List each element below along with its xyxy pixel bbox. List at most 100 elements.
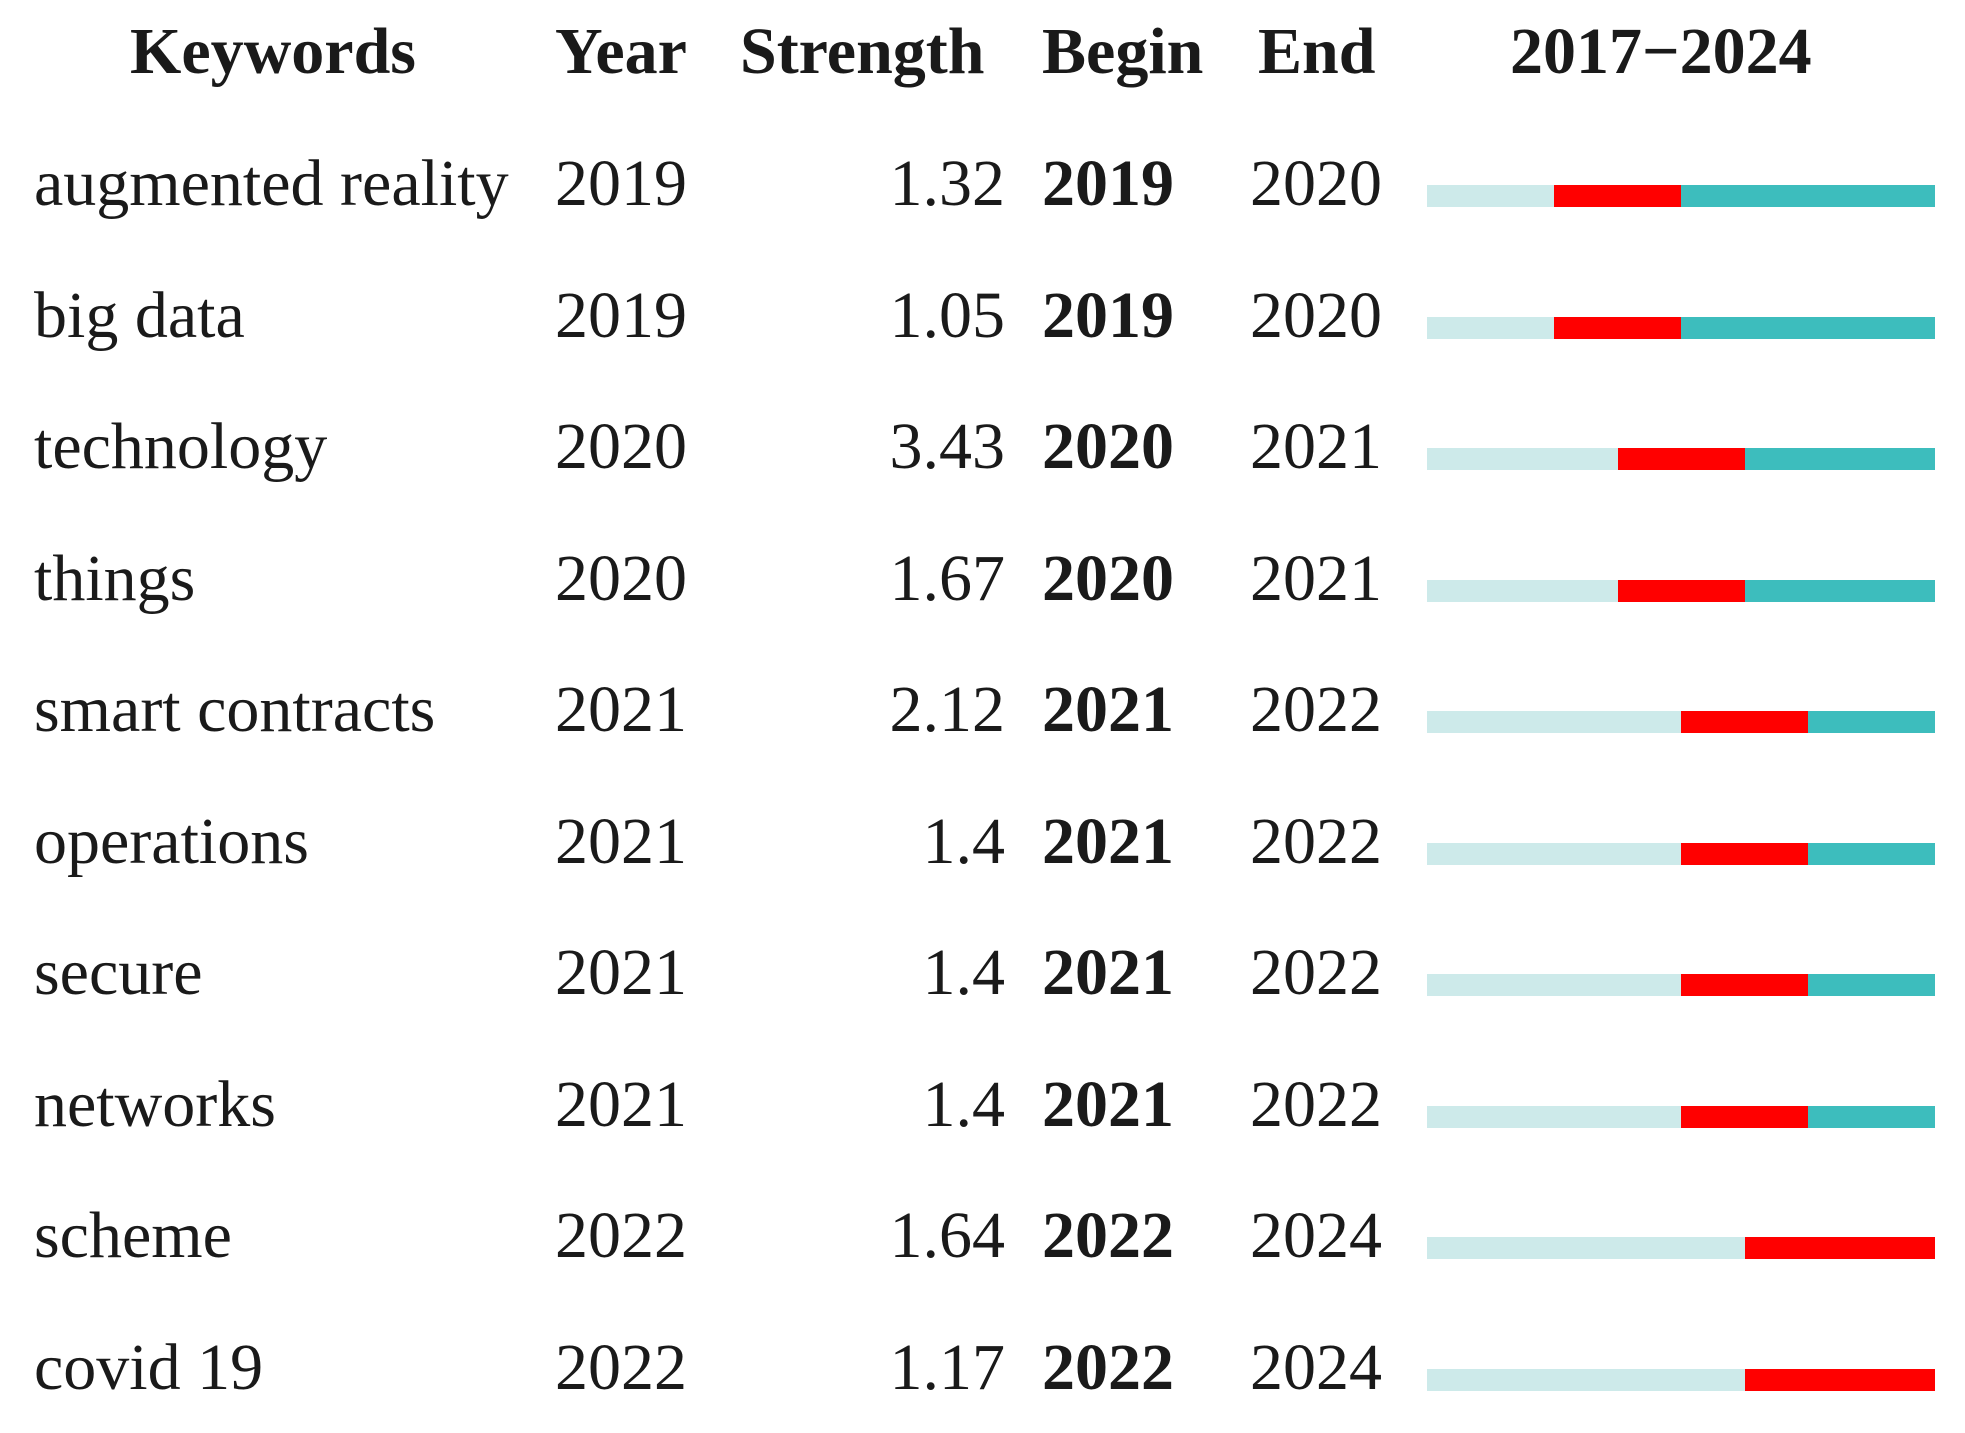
burst-timeline — [1427, 1105, 1935, 1128]
table-row: networks 2021 1.4 2021 2022 — [0, 1039, 1965, 1170]
strength-value: 2.12 — [889, 673, 1006, 746]
table-row: secure 2021 1.4 2021 2022 — [0, 907, 1965, 1038]
table-row: smart contracts 2021 2.12 2021 2022 — [0, 644, 1965, 775]
begin-value: 2019 — [1042, 278, 1174, 352]
timeline-inactive-segment — [1427, 842, 1681, 865]
keyword-label: big data — [34, 278, 245, 352]
year-value: 2020 — [555, 410, 687, 483]
begin-value: 2021 — [1042, 804, 1174, 878]
timeline-burst-segment — [1744, 1368, 1935, 1391]
keyword-label: technology — [34, 410, 328, 483]
end-value: 2022 — [1250, 804, 1382, 878]
end-value: 2024 — [1250, 1199, 1382, 1272]
timeline-burst-segment — [1681, 842, 1808, 865]
strength-value: 1.4 — [922, 1067, 1006, 1141]
timeline-active-segment — [1744, 448, 1935, 470]
timeline-active-segment — [1744, 579, 1935, 602]
end-value: 2021 — [1250, 541, 1382, 615]
begin-value: 2020 — [1042, 541, 1174, 615]
keyword-label: augmented reality — [34, 147, 509, 220]
burst-timeline — [1427, 1368, 1935, 1391]
begin-value: 2021 — [1042, 673, 1174, 746]
header-begin: Begin — [1042, 15, 1204, 88]
burst-timeline — [1427, 711, 1935, 733]
timeline-inactive-segment — [1427, 316, 1554, 339]
strength-value: 1.64 — [889, 1199, 1006, 1272]
end-value: 2020 — [1250, 147, 1382, 220]
keyword-label: things — [34, 541, 196, 615]
year-value: 2022 — [555, 1199, 687, 1272]
end-value: 2020 — [1250, 278, 1382, 352]
burst-timeline — [1427, 1237, 1935, 1259]
begin-value: 2022 — [1042, 1330, 1174, 1404]
timeline-active-segment — [1808, 974, 1935, 996]
keyword-label: scheme — [34, 1199, 232, 1272]
timeline-active-segment — [1681, 185, 1935, 207]
table-row: scheme 2022 1.64 2022 2024 — [0, 1170, 1965, 1301]
year-value: 2021 — [555, 673, 687, 746]
header-year: Year — [555, 15, 687, 88]
timeline-burst-segment — [1554, 185, 1681, 207]
end-value: 2021 — [1250, 410, 1382, 483]
timeline-burst-segment — [1681, 711, 1808, 733]
begin-value: 2021 — [1042, 1067, 1174, 1141]
strength-value: 1.32 — [889, 147, 1006, 220]
burst-timeline — [1427, 579, 1935, 602]
year-value: 2019 — [555, 147, 687, 220]
keyword-label: operations — [34, 804, 309, 878]
strength-value: 1.4 — [922, 936, 1006, 1009]
header-end: End — [1258, 15, 1376, 88]
table-row: operations 2021 1.4 2021 2022 — [0, 776, 1965, 907]
timeline-burst-segment — [1617, 448, 1745, 470]
begin-value: 2022 — [1042, 1199, 1174, 1272]
burst-timeline — [1427, 316, 1935, 339]
timeline-inactive-segment — [1427, 185, 1554, 207]
timeline-active-segment — [1808, 1105, 1935, 1128]
timeline-burst-segment — [1681, 974, 1808, 996]
begin-value: 2021 — [1042, 936, 1174, 1009]
timeline-active-segment — [1681, 316, 1935, 339]
strength-value: 3.43 — [889, 410, 1006, 483]
timeline-inactive-segment — [1427, 1105, 1681, 1128]
table-row: big data 2019 1.05 2019 2020 — [0, 250, 1965, 381]
end-value: 2022 — [1250, 1067, 1382, 1141]
timeline-inactive-segment — [1427, 974, 1681, 996]
strength-value: 1.05 — [889, 278, 1006, 352]
timeline-burst-segment — [1617, 579, 1745, 602]
burst-timeline — [1427, 185, 1935, 207]
year-value: 2021 — [555, 1067, 687, 1141]
timeline-active-segment — [1808, 711, 1935, 733]
timeline-inactive-segment — [1427, 448, 1618, 470]
timeline-inactive-segment — [1427, 711, 1681, 733]
begin-value: 2019 — [1042, 147, 1174, 220]
keyword-label: networks — [34, 1067, 276, 1141]
year-value: 2021 — [555, 804, 687, 878]
strength-value: 1.4 — [922, 804, 1006, 878]
keyword-label: covid 19 — [34, 1330, 264, 1404]
header-timeline-range: 2017−2024 — [1510, 15, 1812, 88]
table-row: technology 2020 3.43 2020 2021 — [0, 381, 1965, 512]
year-value: 2019 — [555, 278, 687, 352]
keyword-label: secure — [34, 936, 203, 1009]
header-strength: Strength — [740, 15, 985, 88]
table-row: augmented reality 2019 1.32 2019 2020 — [0, 118, 1965, 249]
header-keywords: Keywords — [130, 15, 416, 88]
burst-timeline — [1427, 842, 1935, 865]
keyword-label: smart contracts — [34, 673, 436, 746]
end-value: 2022 — [1250, 673, 1382, 746]
end-value: 2024 — [1250, 1330, 1382, 1404]
timeline-inactive-segment — [1427, 579, 1618, 602]
year-value: 2021 — [555, 936, 687, 1009]
timeline-inactive-segment — [1427, 1368, 1745, 1391]
table-row: things 2020 1.67 2020 2021 — [0, 513, 1965, 644]
timeline-inactive-segment — [1427, 1237, 1745, 1259]
table-row: covid 19 2022 1.17 2022 2024 — [0, 1302, 1965, 1433]
begin-value: 2020 — [1042, 410, 1174, 483]
timeline-burst-segment — [1554, 316, 1681, 339]
end-value: 2022 — [1250, 936, 1382, 1009]
timeline-active-segment — [1808, 842, 1935, 865]
burst-timeline — [1427, 974, 1935, 996]
timeline-burst-segment — [1681, 1105, 1808, 1128]
year-value: 2020 — [555, 541, 687, 615]
